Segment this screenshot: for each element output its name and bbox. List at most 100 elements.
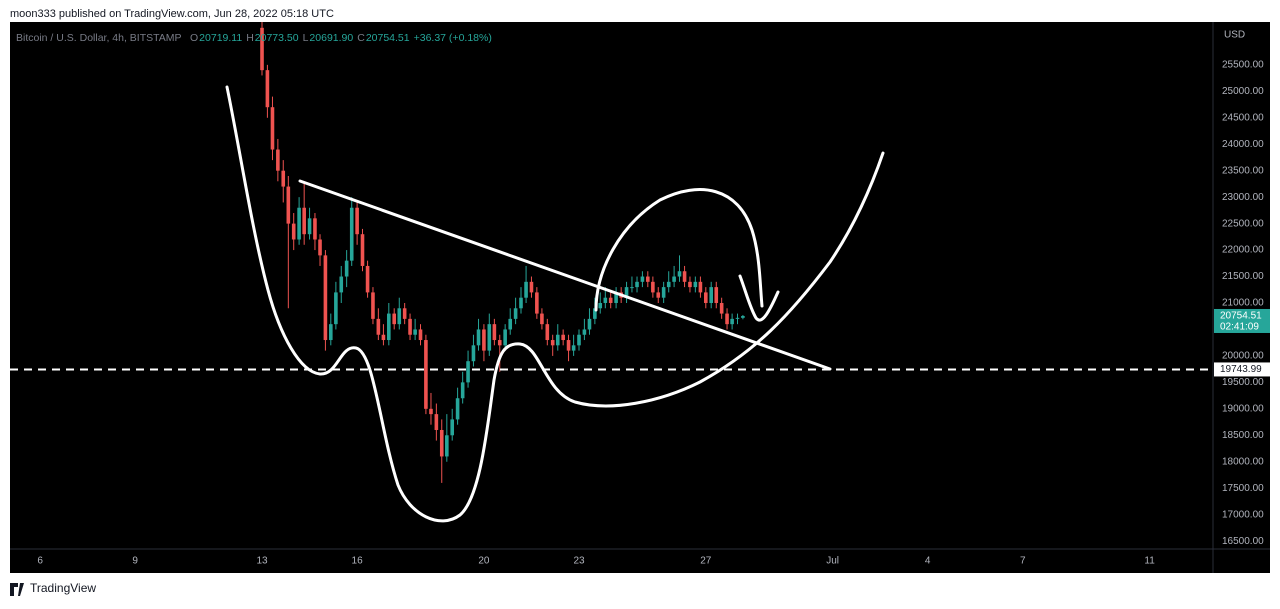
horizontal-line-tag [1214,362,1270,377]
candle-body [302,207,306,235]
candle-body [381,334,386,341]
candle-body [344,260,349,277]
candle-body [582,329,587,335]
y-tick-label: 21500.00 [1222,271,1264,282]
x-tick-label: 20 [478,556,490,567]
candle-body [413,329,417,335]
candle-body [593,308,597,319]
x-tick-label: 23 [573,556,585,567]
axis-unit: USD [1224,30,1245,41]
candle-body [550,340,555,346]
candle-body [529,281,534,293]
candle-body [651,281,655,293]
y-tick-label: 19500.00 [1222,377,1264,388]
candle-body [635,281,639,288]
candle-body [661,287,666,298]
candle-body [339,276,344,293]
x-tick-label: 16 [352,556,364,567]
y-tick-label: 16500.00 [1222,536,1264,547]
candle-body [719,302,724,314]
freehand-check [738,274,780,322]
candle-body [371,292,375,319]
candle-body [313,218,317,240]
countdown-label: 02:41:09 [1220,322,1259,333]
candle-body [466,361,470,383]
candle-body [392,313,396,325]
candle-body [704,292,708,303]
y-tick-label: 17000.00 [1222,509,1264,520]
candle-body [365,265,370,293]
candle-body [524,281,528,298]
x-tick-label: 6 [37,556,43,567]
chart-panel [10,22,1270,573]
candle-body [355,207,359,235]
candle-body [307,218,312,235]
y-tick-label: 21000.00 [1222,298,1264,309]
legend-key: C [357,32,365,44]
candle-body [577,334,581,346]
candle-body [566,340,571,351]
candle-body [608,297,613,303]
candle-body [323,255,328,341]
legend: O 20719.11 H 20773.50 L 20691.90 C 20754.51 +36.… [190,32,492,44]
candle-body [698,281,703,293]
logo-mark [10,583,24,596]
candle-body [555,334,560,346]
candle-body [730,318,734,325]
y-tick-label: 17500.00 [1222,483,1264,494]
x-tick-label: 13 [256,556,268,567]
y-tick-label: 22000.00 [1222,245,1264,256]
candle-body [672,276,676,282]
candle-body [329,324,333,341]
plot-area [260,22,745,483]
x-tick-label: 27 [700,556,712,567]
x-tick-label: 4 [925,556,931,567]
candle-body [445,435,449,457]
candle-body [645,276,650,282]
candle-body [360,234,365,266]
candle-body [397,308,402,325]
candle-body [276,149,280,171]
candle-body [503,329,507,346]
candle-body [318,239,322,256]
candle-body [402,308,407,319]
legend-value: 20773.50 [255,32,299,44]
candle-body [482,329,486,351]
candle-body [630,287,634,289]
publish-info: moon333 published on TradingView.com, Ju… [10,8,334,20]
candle-body [424,340,428,409]
freehand-circle [594,188,764,312]
candle-body [741,315,745,318]
y-tick-label: 18500.00 [1222,430,1264,441]
candle-body [545,324,550,341]
candle-body [281,170,286,187]
candle-body [497,340,502,346]
candle-body [714,287,719,303]
legend-change: +36.37 (+0.18%) [414,32,492,44]
legend-key: O [190,32,198,44]
candle-body [418,329,423,341]
candle-body [439,429,444,457]
last-price-tag [1214,308,1270,333]
candle-body [735,317,740,319]
candle-body [656,292,661,298]
candle-body [270,107,275,150]
x-tick-label: 9 [132,556,138,567]
candle-body [460,382,465,399]
legend-value: 20754.51 [366,32,410,44]
legend-value: 20691.90 [309,32,353,44]
y-tick-label: 22500.00 [1222,218,1264,229]
candle-body [677,271,682,277]
candle-body [492,324,497,341]
candle-body [265,70,270,108]
candle-body [624,287,629,298]
candle-body [487,324,492,351]
y-tick-label: 19000.00 [1222,403,1264,414]
candle-body [476,329,481,346]
y-tick-label: 25000.00 [1222,86,1264,97]
candle-body [693,281,698,288]
y-tick-label: 23500.00 [1222,165,1264,176]
y-tick-label: 20000.00 [1222,351,1264,362]
